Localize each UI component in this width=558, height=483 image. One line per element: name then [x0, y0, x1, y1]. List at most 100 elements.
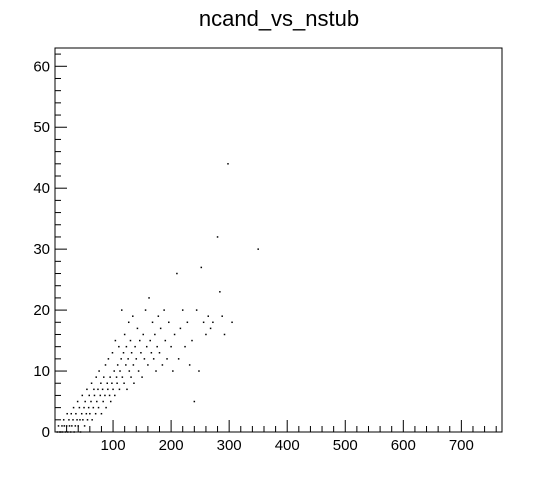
- data-point: [100, 412, 103, 415]
- data-point: [85, 412, 88, 415]
- data-point: [75, 412, 77, 415]
- data-point: [161, 364, 164, 366]
- data-point: [107, 388, 109, 391]
- data-point: [90, 382, 93, 384]
- data-point: [170, 345, 172, 348]
- data-point: [125, 345, 128, 348]
- x-tick-label: 300: [217, 437, 242, 454]
- data-point: [152, 358, 155, 360]
- x-tick-label: 100: [101, 437, 126, 454]
- data-point: [200, 266, 203, 269]
- data-point: [114, 394, 116, 397]
- data-point: [72, 406, 75, 409]
- y-tick-label: 40: [33, 180, 50, 197]
- data-point: [184, 345, 186, 348]
- data-point: [71, 425, 73, 427]
- data-point: [147, 364, 149, 366]
- data-point: [60, 431, 62, 433]
- data-point: [212, 321, 214, 324]
- data-point: [134, 345, 136, 348]
- data-point: [221, 315, 223, 317]
- data-point: [188, 364, 191, 366]
- data-point: [104, 364, 107, 366]
- data-point: [101, 388, 104, 391]
- y-tick-label: 30: [33, 241, 50, 258]
- data-point: [93, 388, 95, 391]
- data-point: [118, 388, 121, 391]
- data-point: [80, 412, 83, 415]
- data-point: [141, 376, 143, 378]
- data-point: [139, 339, 141, 342]
- data-point: [90, 400, 92, 403]
- data-point: [113, 370, 115, 372]
- data-point: [72, 419, 74, 421]
- data-point: [87, 406, 90, 409]
- x-tick-label: 500: [333, 437, 358, 454]
- data-point: [102, 400, 104, 403]
- data-point: [93, 394, 96, 397]
- data-point: [140, 352, 142, 354]
- data-point: [159, 327, 162, 330]
- chart-title: ncand_vs_nstub: [199, 6, 359, 31]
- data-point: [195, 309, 198, 311]
- data-point: [89, 412, 91, 415]
- data-point: [257, 248, 259, 250]
- data-point: [86, 388, 88, 391]
- data-points: [56, 163, 259, 433]
- data-point: [121, 309, 123, 311]
- data-point: [67, 431, 69, 433]
- data-point: [57, 425, 60, 427]
- data-point: [121, 376, 124, 378]
- data-point: [231, 321, 233, 324]
- data-point: [65, 425, 68, 427]
- data-point: [116, 364, 119, 366]
- data-point: [111, 382, 113, 384]
- data-point: [118, 345, 120, 348]
- data-point: [78, 406, 81, 409]
- data-point: [223, 333, 226, 336]
- data-point: [227, 163, 229, 165]
- data-point: [125, 364, 127, 366]
- data-point: [105, 406, 107, 409]
- data-point: [83, 406, 85, 409]
- data-point: [64, 431, 67, 433]
- data-point: [216, 236, 219, 238]
- data-point: [76, 419, 78, 421]
- data-point: [198, 370, 200, 372]
- data-point: [179, 327, 182, 330]
- data-point: [127, 358, 129, 360]
- data-point: [132, 315, 134, 317]
- data-point: [168, 321, 170, 324]
- data-point: [123, 382, 125, 384]
- data-point: [68, 419, 70, 421]
- data-point: [114, 339, 117, 342]
- data-point: [96, 400, 98, 403]
- data-point: [128, 370, 131, 372]
- data-point: [95, 376, 97, 378]
- data-point: [115, 376, 118, 378]
- data-point: [205, 333, 207, 336]
- data-point: [122, 352, 125, 354]
- data-point: [63, 425, 66, 427]
- data-point: [76, 400, 79, 403]
- data-point: [69, 431, 72, 433]
- data-point: [130, 352, 133, 354]
- data-point: [144, 309, 147, 311]
- x-tick-label: 600: [391, 437, 416, 454]
- data-point: [106, 382, 108, 384]
- data-point: [126, 388, 128, 391]
- data-point: [112, 388, 114, 391]
- data-point: [79, 431, 82, 433]
- data-point: [132, 364, 135, 366]
- data-point: [154, 333, 156, 336]
- data-point: [109, 400, 112, 403]
- data-point: [97, 406, 100, 409]
- data-point: [176, 272, 178, 275]
- data-point: [158, 352, 161, 354]
- data-point: [123, 333, 126, 336]
- data-point: [68, 425, 71, 427]
- data-point: [150, 352, 153, 354]
- x-tick-label: 700: [449, 437, 474, 454]
- data-point: [61, 425, 63, 427]
